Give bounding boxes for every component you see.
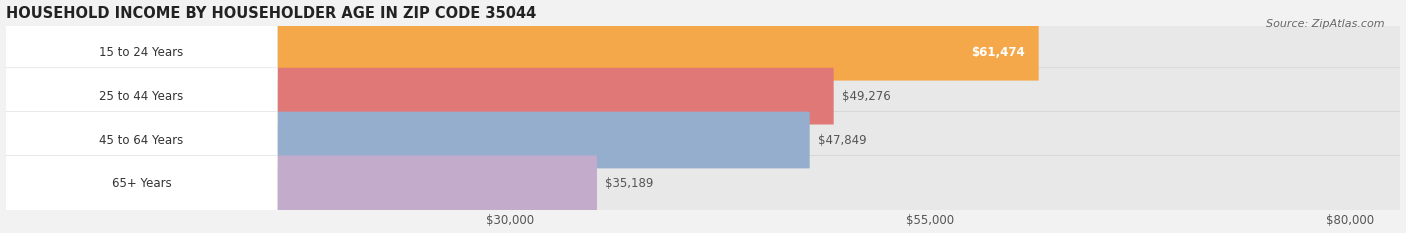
Text: $61,474: $61,474 — [972, 46, 1025, 59]
FancyBboxPatch shape — [6, 24, 277, 81]
FancyBboxPatch shape — [6, 112, 277, 168]
FancyBboxPatch shape — [6, 68, 1400, 124]
FancyBboxPatch shape — [6, 112, 1400, 168]
Text: Source: ZipAtlas.com: Source: ZipAtlas.com — [1267, 19, 1385, 29]
Text: 15 to 24 Years: 15 to 24 Years — [100, 46, 184, 59]
FancyBboxPatch shape — [6, 156, 598, 212]
Text: 45 to 64 Years: 45 to 64 Years — [100, 134, 184, 147]
Text: $49,276: $49,276 — [842, 90, 891, 103]
FancyBboxPatch shape — [6, 24, 1039, 81]
Text: $47,849: $47,849 — [818, 134, 866, 147]
FancyBboxPatch shape — [6, 156, 1400, 212]
Text: 65+ Years: 65+ Years — [111, 178, 172, 190]
FancyBboxPatch shape — [6, 68, 277, 124]
FancyBboxPatch shape — [6, 68, 834, 124]
Text: $35,189: $35,189 — [606, 178, 654, 190]
FancyBboxPatch shape — [6, 24, 1400, 81]
FancyBboxPatch shape — [6, 112, 810, 168]
Text: HOUSEHOLD INCOME BY HOUSEHOLDER AGE IN ZIP CODE 35044: HOUSEHOLD INCOME BY HOUSEHOLDER AGE IN Z… — [6, 6, 536, 21]
FancyBboxPatch shape — [6, 156, 277, 212]
Text: 25 to 44 Years: 25 to 44 Years — [100, 90, 184, 103]
